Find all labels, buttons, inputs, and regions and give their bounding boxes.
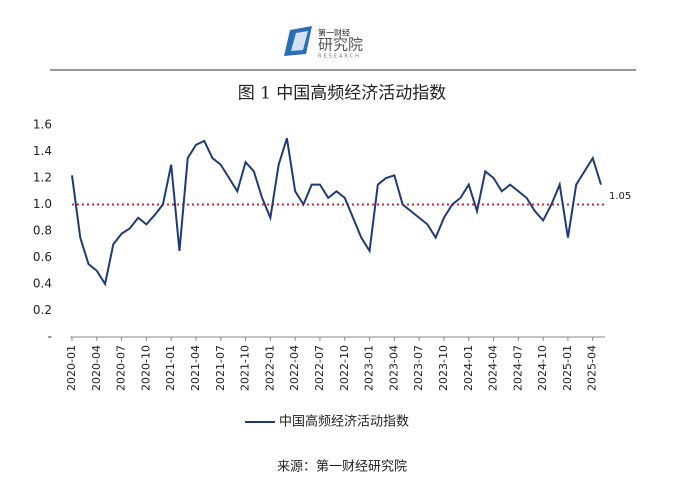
x-tick-label: 2025-04 (586, 345, 599, 391)
x-tick-label: 2020-04 (90, 345, 103, 391)
x-tick-label: 2020-01 (65, 345, 78, 391)
y-tick-label: 1.2 (33, 171, 52, 185)
x-tick-label: 2023-01 (363, 345, 376, 391)
chart-title: 图 1 中国高频经济活动指数 (238, 84, 447, 104)
x-tick-label: 2022-01 (263, 345, 276, 391)
x-tick-label: 2020-10 (139, 345, 152, 391)
y-tick-label: - (48, 330, 52, 344)
logo-icon-inner (291, 31, 308, 51)
logo-main: 研究院 (318, 36, 363, 54)
x-tick-label: 2023-07 (412, 345, 425, 391)
y-tick-label: 0.8 (33, 224, 52, 238)
series-line (71, 137, 602, 287)
y-tick-label: 1.4 (33, 144, 52, 158)
x-tick-label: 2022-07 (313, 345, 326, 391)
x-tick-label: 2021-01 (164, 345, 177, 391)
x-tick-label: 2023-10 (437, 345, 450, 391)
y-tick-label: 1.0 (33, 197, 52, 211)
x-tick-label: 2022-04 (288, 345, 301, 391)
x-tick-label: 2021-10 (239, 345, 252, 391)
y-tick-label: 1.6 (33, 118, 52, 132)
annotation: 1.05 (609, 191, 631, 202)
x-tick-label: 2024-10 (536, 345, 549, 391)
x-tick-label: 2024-04 (487, 345, 500, 391)
x-tick-label: 2021-04 (189, 345, 202, 391)
y-tick-label: 0.4 (33, 277, 52, 291)
source: 来源：第一财经研究院 (277, 460, 407, 475)
logo: 第一财经 研究院 RESEARCH (284, 26, 363, 60)
x-tick-label: 2021-07 (214, 345, 227, 391)
y-tick-label: 0.6 (33, 250, 52, 264)
y-tick-label: 0.2 (33, 303, 52, 317)
x-tick-label: 2023-04 (387, 345, 400, 391)
x-tick-label: 2024-07 (511, 345, 524, 391)
x-tick-label: 2022-10 (338, 345, 351, 391)
x-tick-label: 2025-01 (561, 345, 574, 391)
x-tick-label: 2020-07 (115, 345, 128, 391)
x-tick-label: 2024-01 (462, 345, 475, 391)
logo-small: 第一财经 (318, 28, 350, 38)
legend-label: 中国高频经济活动指数 (279, 414, 409, 430)
logo-sub: RESEARCH (318, 54, 361, 60)
